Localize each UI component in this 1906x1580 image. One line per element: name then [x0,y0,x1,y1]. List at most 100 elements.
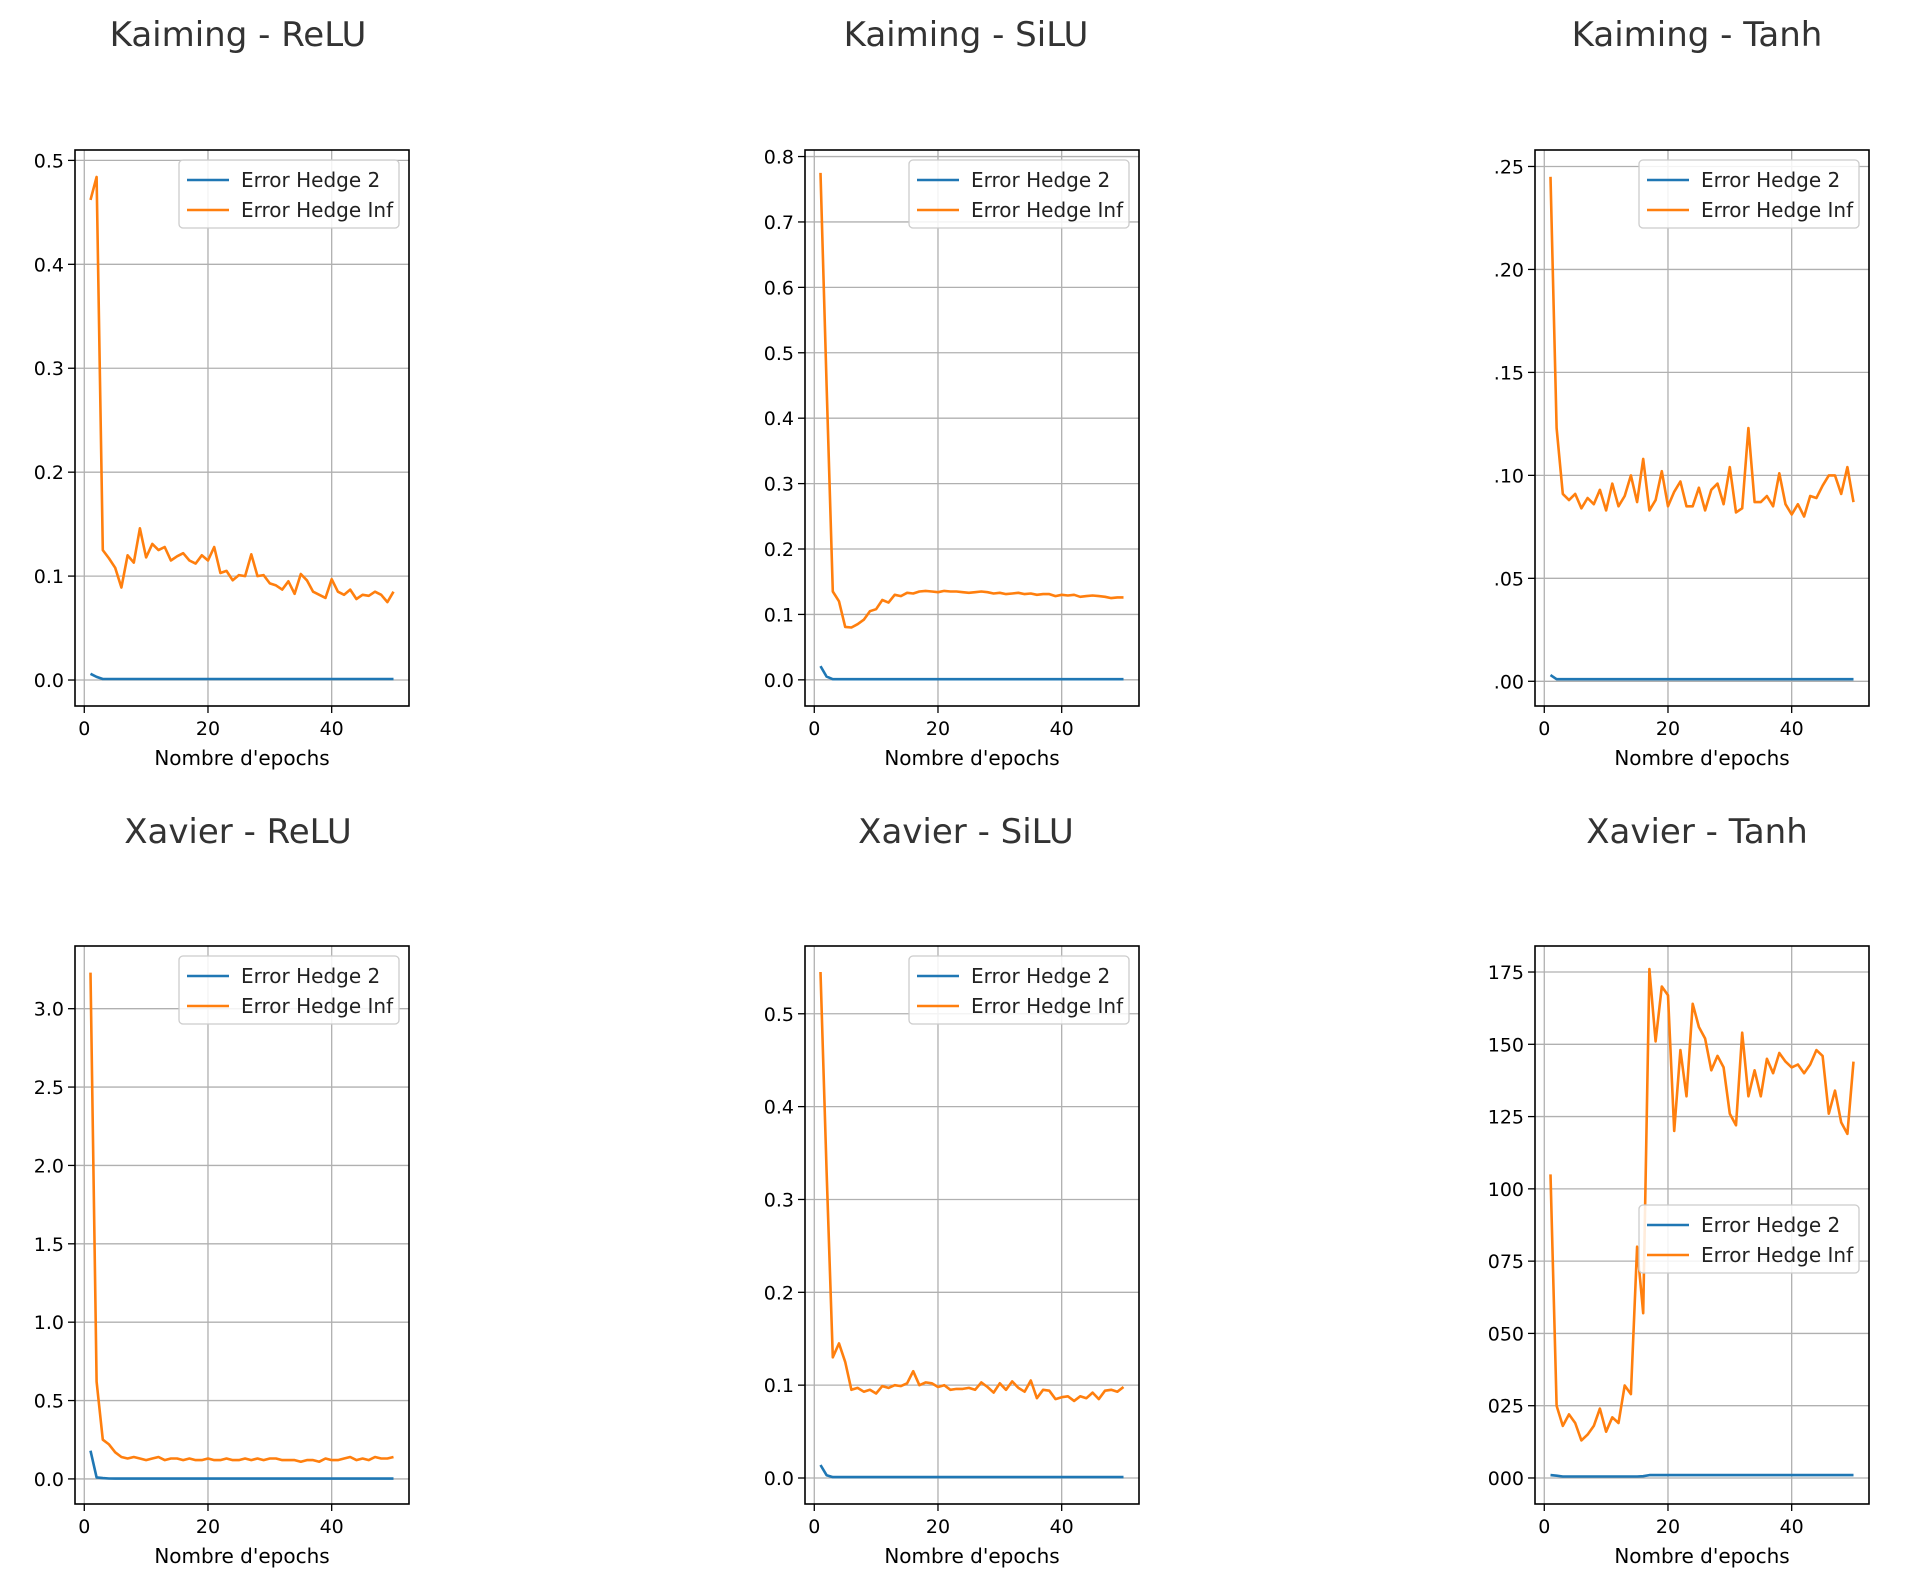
chart-title: Kaiming - ReLU [110,15,367,55]
x-tick-label: 0 [78,718,90,740]
y-tick-label: .25 [1494,156,1524,178]
y-tick-label: .20 [1494,259,1524,281]
y-tick-label: 000 [1488,1468,1524,1490]
series-line-2 [89,175,395,604]
y-tick-label: 0.2 [34,462,64,484]
x-tick-label: 20 [1656,1516,1680,1538]
y-tick-label: 0.1 [34,566,64,588]
y-tick-label: 1.0 [34,1312,64,1334]
legend-label: Error Hedge Inf [971,994,1124,1018]
x-tick-label: 40 [1050,718,1074,740]
axes-frame [74,945,410,1505]
axes-frame [1534,149,1870,707]
series-line-1 [1549,674,1854,681]
y-tick-label: 150 [1488,1034,1524,1056]
y-tick-label: 0.5 [34,1391,64,1413]
legend-label: Error Hedge 2 [241,168,380,192]
legend-label: Error Hedge 2 [241,964,380,988]
y-tick-label: 0.1 [764,1375,794,1397]
y-tick-label: 075 [1488,1251,1524,1273]
axes-frame [804,149,1140,707]
y-tick-label: 0.0 [34,1469,64,1491]
y-tick-label: 0.5 [764,1004,794,1026]
series-line-2 [1549,967,1855,1442]
legend: Error Hedge 2 Error Hedge Inf [178,159,400,229]
legend-label: Error Hedge Inf [241,994,394,1018]
y-tick-label: 0.5 [764,343,794,365]
legend-label: Error Hedge 2 [971,964,1110,988]
y-tick-label: 175 [1488,962,1524,984]
x-tick-label: 0 [808,1516,820,1538]
y-tick-label: 2.5 [34,1077,64,1099]
y-tick-label: 0.0 [34,670,64,692]
chart-panel: Xavier - ReLU 0 20 40 0.0 0.5 1.0 1.5 2.0 2.5 3.0 N… [34,812,410,1568]
chart-panel: Kaiming - SiLU 0 20 40 0.0 0.1 0.2 0.3 0.4 0.5 0.6… [764,15,1140,770]
x-tick-label: 20 [926,1516,950,1538]
x-axis-label: Nombre d'epochs [884,746,1059,770]
axes-frame [804,945,1140,1505]
y-tick-label: 0.8 [764,147,794,169]
chart-title: Kaiming - SiLU [844,15,1089,55]
x-axis-label: Nombre d'epochs [1614,746,1789,770]
x-tick-label: 40 [1050,1516,1074,1538]
legend-label: Error Hedge 2 [1701,168,1840,192]
legend-label: Error Hedge Inf [1701,1243,1854,1267]
legend-label: Error Hedge Inf [241,198,394,222]
series-line-2 [89,972,394,1463]
series-line-1 [89,672,394,681]
y-tick-label: 0.2 [764,539,794,561]
y-tick-label: 0.4 [34,254,64,276]
y-tick-label: .00 [1494,671,1524,693]
legend: Error Hedge 2 Error Hedge Inf [908,159,1130,229]
y-tick-label: 0.4 [764,1097,794,1119]
legend-box [908,955,1130,1025]
x-tick-label: 0 [808,718,820,740]
y-tick-label: .15 [1494,362,1524,384]
x-axis-label: Nombre d'epochs [154,1544,329,1568]
legend: Error Hedge 2 Error Hedge Inf [1638,159,1860,229]
legend-box [1638,159,1860,229]
y-tick-label: 0.7 [764,212,794,234]
chart-title: Kaiming - Tanh [1572,15,1823,55]
axes-frame [1534,945,1870,1505]
y-tick-label: 2.0 [34,1155,64,1177]
legend: Error Hedge 2 Error Hedge Inf [908,955,1130,1025]
y-tick-label: 050 [1488,1323,1524,1345]
series-line-1 [819,1464,1124,1479]
x-tick-label: 20 [926,718,950,740]
series-line-2 [819,971,1125,1403]
y-tick-label: .10 [1494,465,1524,487]
chart-panel: Xavier - Tanh 0 20 40 000 025 050 075 100 125 150 1… [1488,812,1870,1568]
legend-box [908,159,1130,229]
legend-label: Error Hedge Inf [1701,198,1854,222]
y-tick-label: 0.1 [764,604,794,626]
legend-box [178,955,400,1025]
legend-label: Error Hedge Inf [971,198,1124,222]
series-line-1 [819,665,1124,681]
y-tick-label: 100 [1488,1179,1524,1201]
x-tick-label: 20 [196,718,220,740]
y-tick-label: 0.6 [764,277,794,299]
x-tick-label: 40 [1780,1516,1804,1538]
y-tick-label: 1.5 [34,1234,64,1256]
y-tick-label: .05 [1494,568,1524,590]
y-tick-label: 125 [1488,1107,1524,1129]
chart-panel: Xavier - SiLU 0 20 40 0.0 0.1 0.2 0.3 0.4 0.5 Nomb… [764,812,1140,1568]
series-line-2 [819,172,1124,629]
x-tick-label: 40 [320,718,344,740]
series-line-1 [89,1450,394,1480]
legend-box [1638,1204,1860,1274]
chart-title: Xavier - SiLU [858,812,1074,852]
chart-title: Xavier - ReLU [124,812,352,852]
x-tick-label: 40 [320,1516,344,1538]
x-axis-label: Nombre d'epochs [1614,1544,1789,1568]
y-tick-label: 0.3 [764,474,794,496]
x-tick-label: 20 [196,1516,220,1538]
axes-frame [74,149,410,707]
x-tick-label: 40 [1780,718,1804,740]
y-tick-label: 0.0 [764,1468,794,1490]
x-tick-label: 0 [1538,718,1550,740]
y-tick-label: 3.0 [34,999,64,1021]
